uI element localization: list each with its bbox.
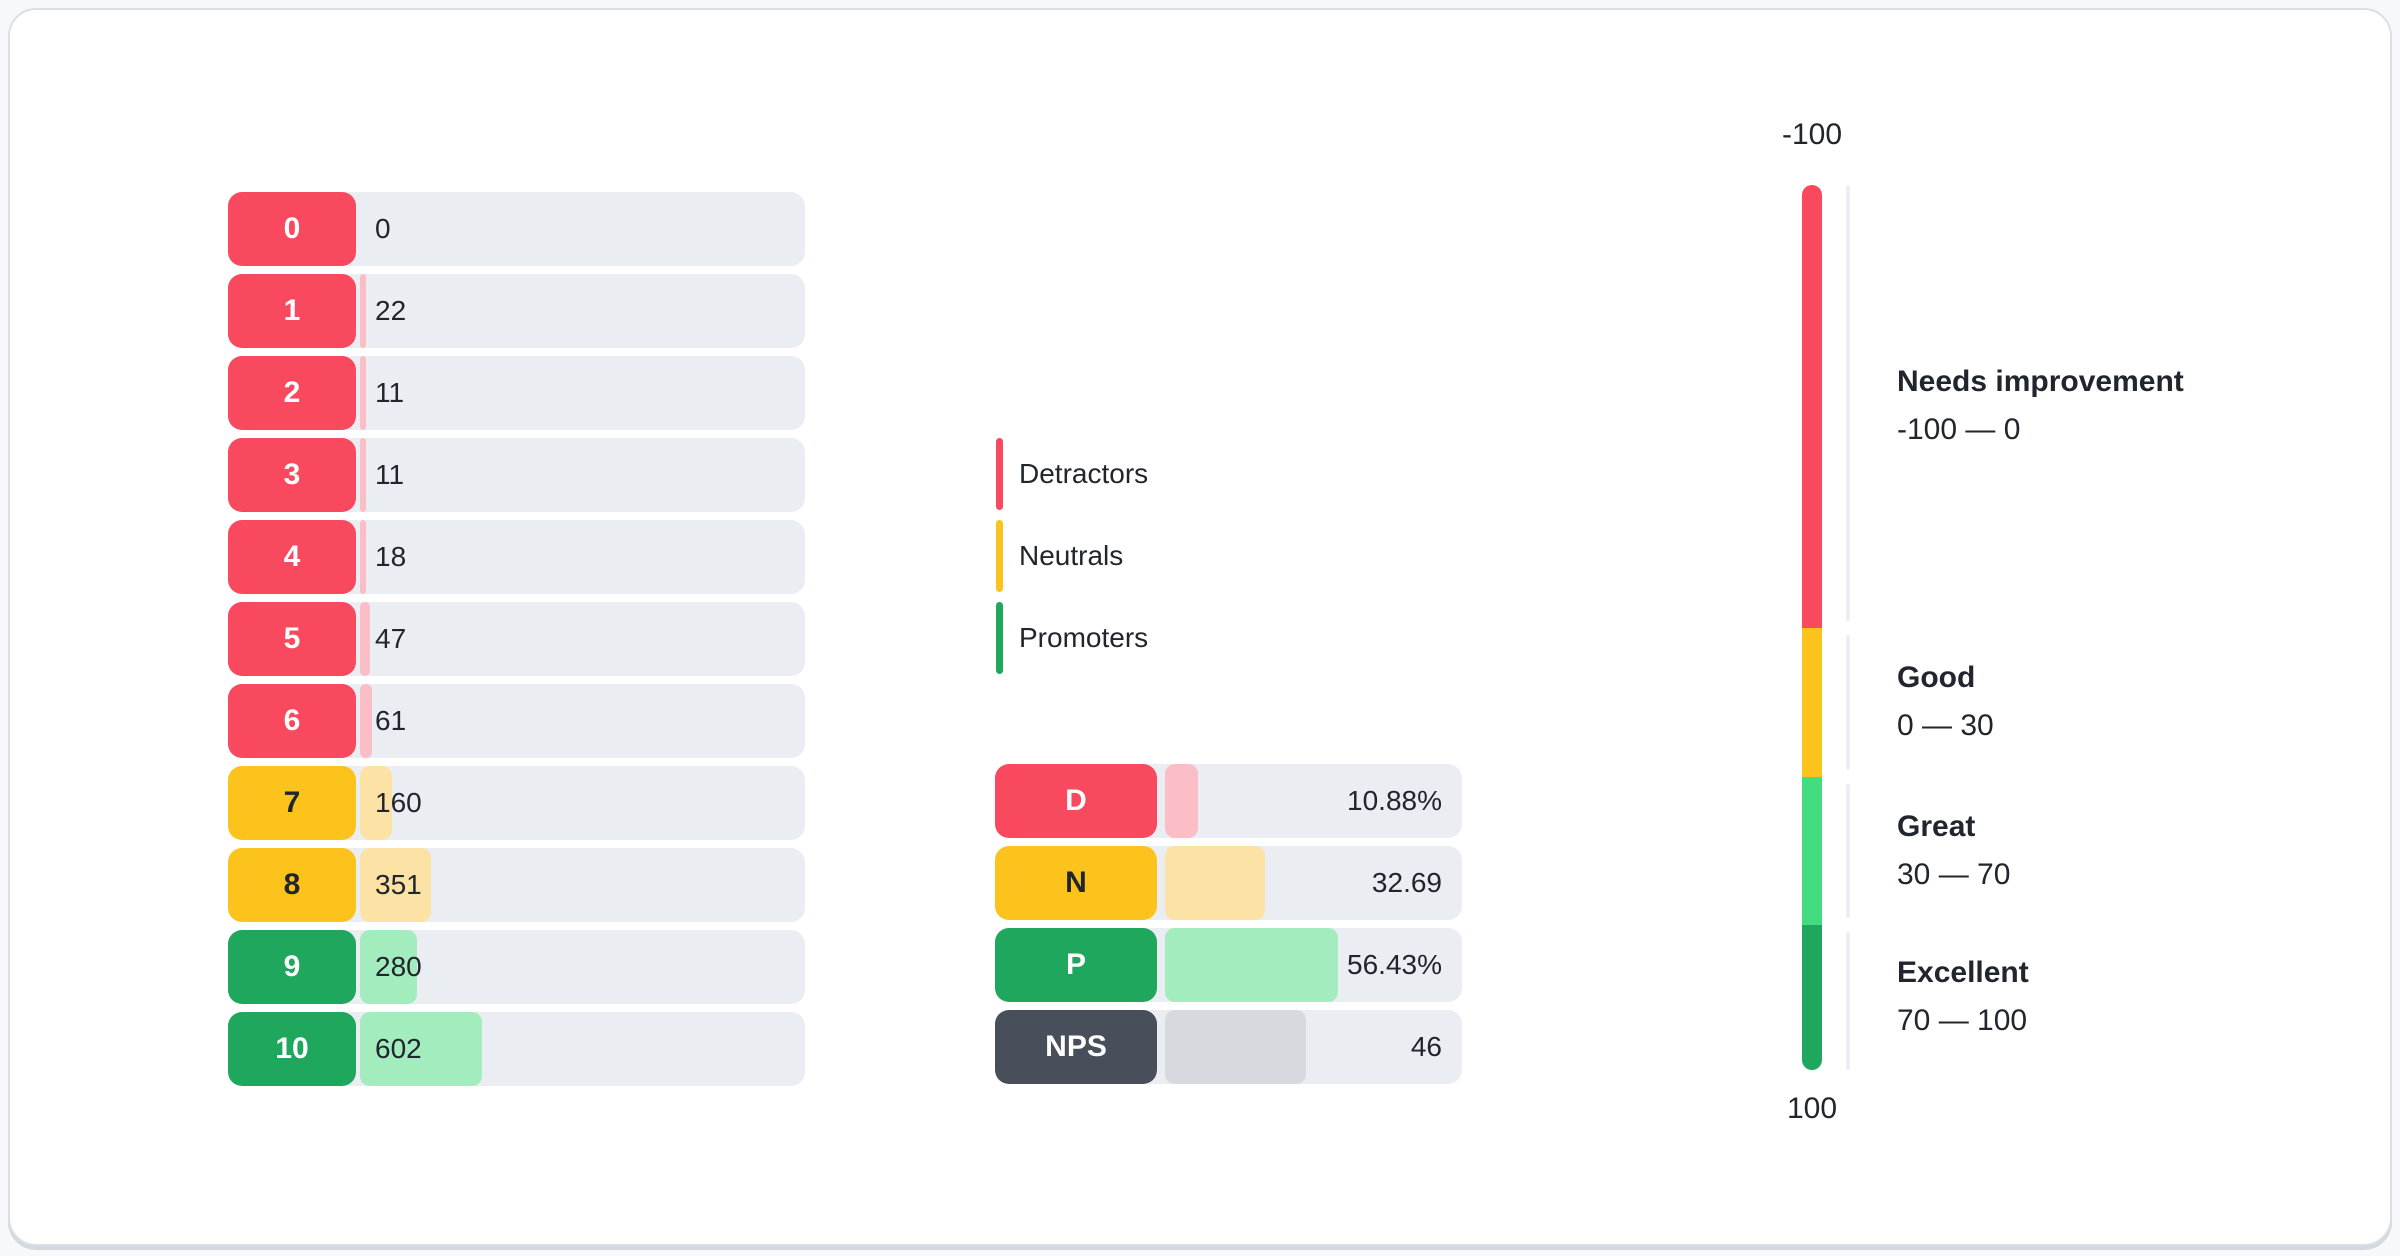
legend-item: Neutrals	[996, 520, 1148, 592]
legend-swatch	[996, 602, 1003, 674]
score-bar	[360, 520, 366, 594]
gauge-segment-range: 0 — 30	[1897, 709, 1994, 743]
score-count: 0	[375, 213, 391, 244]
score-count: 61	[375, 705, 407, 736]
summary-badge: N	[995, 846, 1157, 920]
score-row: 7 160	[228, 766, 805, 840]
legend-label: Detractors	[1019, 458, 1149, 489]
score-bar	[360, 684, 373, 758]
gauge-segment	[1802, 777, 1822, 925]
score-bar	[360, 438, 366, 512]
score-bar	[360, 1012, 482, 1086]
score-row: 10 602	[228, 1012, 805, 1086]
score-count: 22	[375, 295, 407, 326]
score-row: 4 18	[228, 520, 805, 594]
score-bar	[360, 848, 431, 922]
summary-row: D 10.88%	[995, 764, 1462, 838]
gauge-axis-line	[1846, 185, 1850, 1070]
score-row: 8 351	[228, 848, 805, 922]
legend-label: Neutrals	[1019, 540, 1124, 571]
score-badge: 0	[228, 192, 356, 266]
nps-summary-chart: D 10.88% N 32.69 P 56.43% NPS 46	[995, 764, 1462, 1084]
summary-bar	[1165, 846, 1266, 920]
score-count: 602	[375, 1033, 422, 1064]
score-bar	[360, 930, 417, 1004]
gauge-segment-range: 70 — 100	[1897, 1004, 2028, 1038]
score-count: 160	[375, 787, 422, 818]
legend-item: Promoters	[996, 602, 1148, 674]
gauge-segment-range: -100 — 0	[1897, 413, 2021, 447]
score-badge: 1	[228, 274, 356, 348]
score-bar	[360, 766, 393, 840]
summary-value: 56.43%	[1347, 949, 1442, 980]
gauge-segment-title: Excellent	[1897, 956, 2029, 990]
gauge-bar	[1802, 185, 1822, 1070]
gauge-segment	[1802, 924, 1822, 1070]
score-count: 280	[375, 951, 422, 982]
score-bar	[360, 356, 366, 430]
gauge-segment	[1802, 627, 1822, 778]
score-badge: 5	[228, 602, 356, 676]
score-count: 11	[375, 377, 405, 408]
score-badge: 3	[228, 438, 356, 512]
score-badge: 6	[228, 684, 356, 758]
legend-label: Promoters	[1019, 622, 1149, 653]
score-row: 1 22	[228, 274, 805, 348]
gauge-segment-title: Great	[1897, 809, 1976, 843]
score-badge: 7	[228, 766, 356, 840]
score-count: 11	[375, 459, 405, 490]
summary-badge: NPS	[995, 1010, 1157, 1084]
summary-value: 10.88%	[1347, 785, 1442, 816]
score-row: 2 11	[228, 356, 805, 430]
gauge-segment-title: Good	[1897, 661, 1976, 695]
gauge-segment-label: Needs improvement -100 — 0	[1897, 365, 2184, 447]
gauge-axis-line-segment	[1846, 784, 1850, 918]
summary-value: 32.69	[1371, 867, 1442, 898]
score-bar	[360, 274, 366, 348]
summary-row: P 56.43%	[995, 928, 1462, 1002]
score-count: 47	[375, 623, 407, 654]
gauge-max-label: -100	[1781, 118, 1843, 151]
score-row: 6 61	[228, 684, 805, 758]
gauge-segment-label: Excellent 70 — 100	[1897, 956, 2029, 1038]
summary-bar	[1165, 928, 1338, 1002]
score-badge: 4	[228, 520, 356, 594]
legend: Detractors Neutrals Promoters	[996, 438, 1148, 684]
gauge-segment-labels: Needs improvement -100 — 0 Good 0 — 30 Great…	[1897, 185, 2377, 1070]
legend-swatch	[996, 520, 1003, 592]
gauge-segment	[1802, 185, 1822, 628]
legend-swatch	[996, 438, 1003, 510]
gauge-segment-label: Good 0 — 30	[1897, 661, 1994, 743]
summary-value: 46	[1410, 1031, 1442, 1062]
gauge-segment-label: Great 30 — 70	[1897, 810, 2010, 892]
legend-item: Detractors	[996, 438, 1148, 510]
score-bar	[360, 602, 370, 676]
summary-badge: D	[995, 764, 1157, 838]
gauge-segment-range: 30 — 70	[1897, 857, 2011, 891]
gauge-axis-line-segment	[1846, 634, 1850, 771]
score-badge: 2	[228, 356, 356, 430]
score-badge: 8	[228, 848, 356, 922]
score-count: 18	[375, 541, 407, 572]
score-row: 5 47	[228, 602, 805, 676]
summary-bar	[1165, 764, 1199, 838]
score-row: 3 11	[228, 438, 805, 512]
summary-row: N 32.69	[995, 846, 1462, 920]
score-badge: 9	[228, 930, 356, 1004]
score-count: 351	[375, 869, 422, 900]
gauge-min-label: 100	[1786, 1092, 1838, 1125]
summary-bar	[1165, 1010, 1306, 1084]
gauge-axis-line-segment	[1846, 931, 1850, 1070]
gauge-segment-title: Needs improvement	[1897, 365, 2184, 399]
gauge-axis-line-segment	[1846, 185, 1850, 621]
summary-badge: P	[995, 928, 1157, 1002]
score-row: 9 280	[228, 930, 805, 1004]
score-distribution-chart: 0 0 1 22 2 11 3 11 4 18 5 47 6 61 7 160 8 351 9 280 10 602	[228, 192, 805, 1086]
score-badge: 10	[228, 1012, 356, 1086]
summary-row: NPS 46	[995, 1010, 1462, 1084]
